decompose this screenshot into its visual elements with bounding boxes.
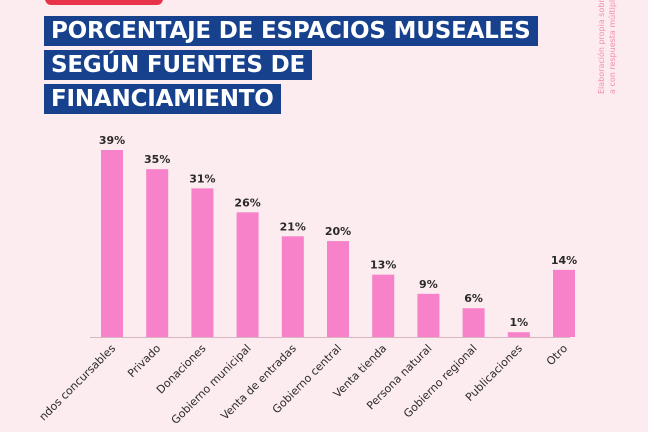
bar xyxy=(417,293,440,337)
data-label: 9% xyxy=(419,278,438,291)
chart-title: PORCENTAJE DE ESPACIOS MUSEALES SEGÚN FU… xyxy=(44,16,538,118)
bar xyxy=(191,188,214,337)
bar xyxy=(236,212,259,337)
source-note: Elaboración propia sobre la base del Reg… xyxy=(597,0,627,94)
category-label: Gobierno municipal xyxy=(169,342,254,427)
source-note-line-2: a con respuesta múltiple, los porcentaje… xyxy=(608,0,617,94)
bar xyxy=(146,169,169,337)
bar xyxy=(327,241,349,337)
bar xyxy=(507,332,530,337)
data-label: 1% xyxy=(509,316,528,329)
data-label: 31% xyxy=(189,172,215,185)
bar xyxy=(462,308,485,337)
data-label: 39% xyxy=(99,134,125,147)
title-line-3: FINANCIAMIENTO xyxy=(44,84,281,114)
data-label: 13% xyxy=(370,259,396,272)
bar xyxy=(281,236,304,337)
bar xyxy=(101,150,123,337)
category-label: Venta de entradas xyxy=(218,342,299,423)
data-label: 14% xyxy=(551,254,577,267)
category-label: Otro xyxy=(544,342,570,368)
data-label: 26% xyxy=(234,196,260,209)
category-label: ndos concursables xyxy=(37,342,119,424)
source-note-line-1: Elaboración propia sobre la base del Reg… xyxy=(597,0,606,94)
title-line-1: PORCENTAJE DE ESPACIOS MUSEALES xyxy=(44,16,538,46)
title-line-2: SEGÚN FUENTES DE xyxy=(44,50,313,80)
data-label: 35% xyxy=(144,153,170,166)
bar xyxy=(372,274,395,337)
data-label: 21% xyxy=(280,220,306,233)
data-label: 6% xyxy=(464,292,483,305)
category-label: Privado xyxy=(125,342,163,380)
data-label: 20% xyxy=(325,225,351,238)
bar xyxy=(553,269,575,337)
top-accent-tab xyxy=(45,0,163,5)
